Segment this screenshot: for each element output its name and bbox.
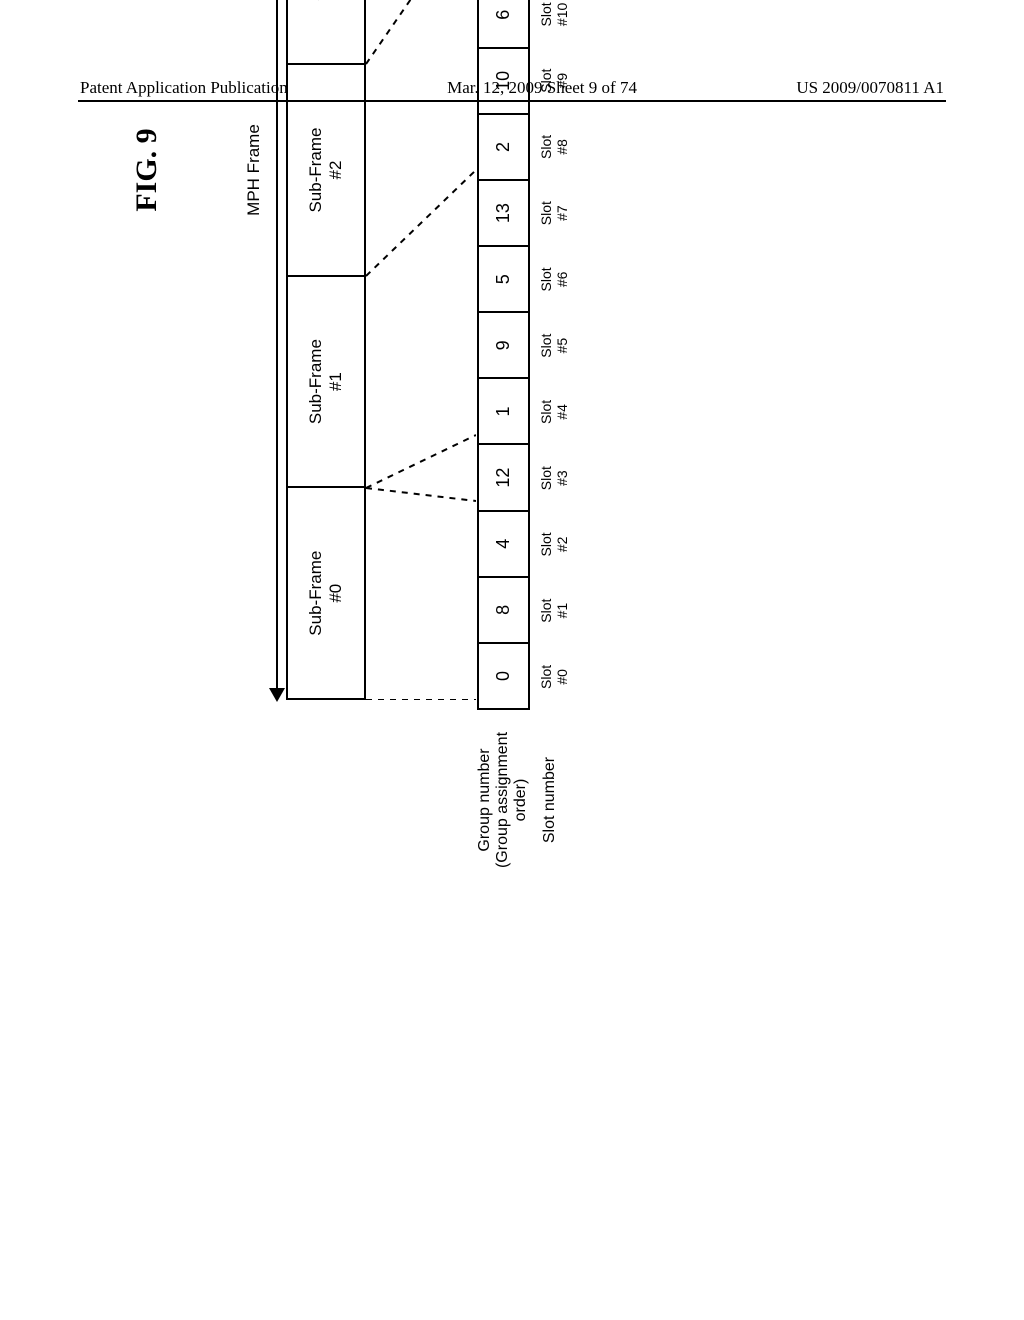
- group-cell: 4: [479, 510, 528, 576]
- slot-label: Slot#5: [538, 313, 570, 379]
- slot-label: Slot#10: [538, 0, 570, 48]
- header-right: US 2009/0070811 A1: [796, 78, 944, 98]
- subframe-cell: Sub-Frame#2: [288, 63, 364, 275]
- group-cell: 5: [479, 245, 528, 311]
- slot-number-row: Slot number Slot#0 Slot#1 Slot#2 Slot#3 …: [530, 0, 570, 700]
- slot-label: Slot#0: [538, 644, 570, 710]
- slot-label: Slot#8: [538, 114, 570, 180]
- group-cell: 12: [479, 444, 528, 510]
- group-cell: 6: [479, 0, 528, 47]
- group-cell: 1: [479, 377, 528, 443]
- arrow-line: [276, 0, 278, 700]
- dashed-guides: [366, 0, 476, 700]
- slot-number-cells: Slot#0 Slot#1 Slot#2 Slot#3 Slot#4 Slot#…: [538, 0, 570, 710]
- slot-label: Slot#3: [538, 445, 570, 511]
- group-cell: 2: [479, 113, 528, 179]
- figure-title: FIG. 9: [130, 0, 164, 700]
- figure-rotated-wrap: FIG. 9 MPH Frame Sub-Frame#0 Sub-Frame#1…: [130, 0, 570, 700]
- group-number-cells: 0 8 4 12 1 9 5 13 2 10 6 14 3 11 7 15: [477, 0, 530, 710]
- group-cell: 10: [479, 47, 528, 113]
- slot-label: Slot#2: [538, 511, 570, 577]
- mph-frame-label: MPH Frame: [244, 0, 264, 700]
- slot-label: Slot#4: [538, 379, 570, 445]
- subframe-row: Sub-Frame#0 Sub-Frame#1 Sub-Frame#2 Sub-…: [286, 0, 366, 700]
- figure: FIG. 9 MPH Frame Sub-Frame#0 Sub-Frame#1…: [130, 0, 570, 700]
- group-cell: 13: [479, 179, 528, 245]
- slot-label: Slot#1: [538, 578, 570, 644]
- mph-extent-arrow: [270, 0, 284, 700]
- subframe-cell: Sub-Frame#0: [288, 486, 364, 698]
- slot-label: Slot#7: [538, 180, 570, 246]
- slot-label: Slot#6: [538, 246, 570, 312]
- subframe-cell: Sub-Frame#3: [288, 0, 364, 63]
- slot-label: Slot#9: [538, 48, 570, 114]
- group-cell: 8: [479, 576, 528, 642]
- group-cell: 0: [479, 642, 528, 708]
- slot-number-label: Slot number: [541, 710, 559, 880]
- group-cell: 9: [479, 311, 528, 377]
- group-number-label: Group number(Group assignmentorder): [476, 710, 530, 880]
- group-number-row: Group number(Group assignmentorder) 0 8 …: [476, 0, 530, 700]
- subframe-cell: Sub-Frame#1: [288, 275, 364, 487]
- arrow-head-left-icon: [269, 688, 285, 702]
